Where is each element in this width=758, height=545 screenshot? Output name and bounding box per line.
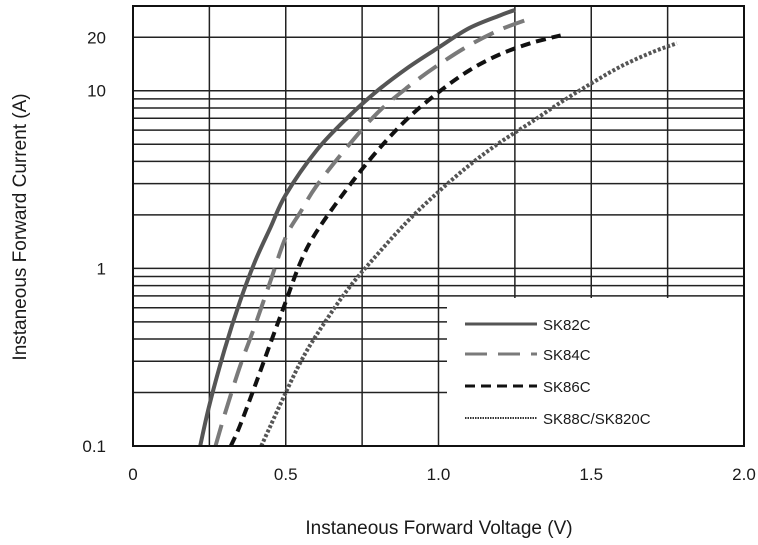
x-tick-label: 1.0 <box>427 465 451 484</box>
legend-label: SK84C <box>543 347 591 364</box>
x-axis-label: Instaneous Forward Voltage (V) <box>305 518 572 539</box>
x-tick-label: 0 <box>128 465 137 484</box>
x-tick-label: 2.0 <box>732 465 756 484</box>
legend-label: SK86C <box>543 379 591 396</box>
legend: SK82C SK84C SK86C SK88C/SK820C <box>447 298 744 446</box>
x-tick-label: 0.5 <box>274 465 298 484</box>
series-line-sk88c-sk820c <box>259 41 678 447</box>
plot-frame <box>132 5 745 447</box>
series-line-sk82c <box>198 8 516 447</box>
series-lines <box>198 8 678 447</box>
y-tick-label: 20 <box>87 28 106 47</box>
y-tick-label: 0.1 <box>82 437 106 456</box>
series-line-sk84c <box>213 16 531 447</box>
tick-labels: 0 0.5 1.0 1.5 2.0 0.1 1 10 20 <box>82 28 755 484</box>
y-tick-label: 1 <box>97 259 106 278</box>
y-axis-label: Instaneous Forward Current (A) <box>10 93 31 360</box>
legend-label: SK88C/SK820C <box>543 411 651 428</box>
x-tick-label: 1.5 <box>579 465 603 484</box>
legend-label: SK82C <box>543 317 591 334</box>
y-tick-label: 10 <box>87 82 106 101</box>
